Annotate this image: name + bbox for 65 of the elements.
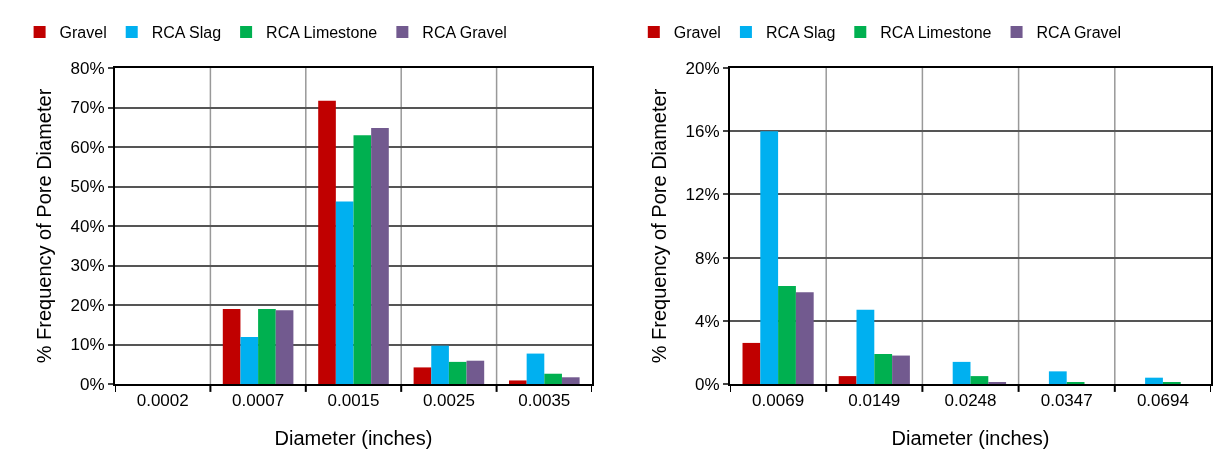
- y-tick-label: 0%: [695, 374, 720, 394]
- bar: [240, 337, 259, 384]
- legend-label: RCA Slag: [151, 24, 222, 42]
- bar: [856, 309, 875, 384]
- y-tick-label: 0%: [80, 374, 105, 394]
- y-tick-label: 80%: [70, 58, 105, 78]
- legend-label: RCA Limestone: [880, 24, 992, 42]
- y-tick-label: 12%: [685, 185, 720, 205]
- bar: [275, 310, 294, 384]
- x-tick-label: 0.0694: [1136, 391, 1189, 411]
- bar: [509, 380, 527, 384]
- y-axis-title: % Frequency of Pore Diameter: [647, 88, 670, 364]
- y-tick-label: 70%: [70, 98, 105, 118]
- y-tick-label: 20%: [685, 58, 720, 78]
- bar: [892, 355, 910, 384]
- bar: [371, 128, 389, 384]
- bar: [335, 201, 354, 384]
- bar: [222, 308, 241, 384]
- x-tick-label: 0.0149: [848, 391, 901, 411]
- x-tick-label: 0.0035: [518, 391, 571, 411]
- bar: [544, 373, 562, 384]
- x-tick-label: 0.0015: [327, 391, 380, 411]
- bar: [466, 360, 485, 384]
- bar: [448, 361, 467, 384]
- bar: [431, 345, 449, 384]
- y-axis-title: % Frequency of Pore Diameter: [32, 88, 55, 364]
- bar: [353, 135, 372, 384]
- x-tick-label: 0.0025: [422, 391, 475, 411]
- bar: [742, 342, 761, 384]
- legend-label: Gravel: [673, 24, 721, 42]
- y-tick-label: 20%: [70, 295, 105, 315]
- bar: [970, 376, 989, 384]
- y-tick-label: 16%: [685, 122, 720, 142]
- bar: [760, 131, 779, 384]
- legend-label: Gravel: [59, 24, 107, 42]
- y-tick-label: 50%: [70, 177, 105, 197]
- bar: [526, 353, 545, 384]
- bar: [1048, 371, 1067, 384]
- y-tick-label: 30%: [70, 256, 105, 276]
- bar: [838, 376, 857, 384]
- y-tick-label: 10%: [70, 335, 105, 355]
- legend-label: RCA Limestone: [266, 24, 378, 42]
- x-tick-label: 0.0248: [944, 391, 997, 411]
- bar: [318, 100, 336, 384]
- legend-label: RCA Slag: [765, 24, 836, 42]
- y-tick-label: 40%: [70, 216, 105, 236]
- y-tick-label: 60%: [70, 137, 105, 157]
- bar: [1145, 377, 1163, 384]
- bar: [778, 286, 796, 384]
- bar: [561, 377, 580, 384]
- y-tick-label: 4%: [695, 311, 720, 331]
- x-axis-title: Diameter (inches): [891, 427, 1050, 450]
- legend-label: RCA Gravel: [1036, 24, 1122, 42]
- x-axis-title: Diameter (inches): [274, 427, 433, 450]
- bar: [952, 361, 971, 384]
- x-tick-label: 0.0347: [1040, 391, 1093, 411]
- bar: [413, 367, 432, 384]
- y-tick-label: 8%: [695, 248, 720, 268]
- bar: [874, 353, 893, 384]
- x-tick-label: 0.0069: [752, 391, 805, 411]
- bar: [258, 308, 276, 384]
- x-tick-label: 0.0007: [232, 391, 285, 411]
- bar: [795, 292, 814, 384]
- legend-label: RCA Gravel: [422, 24, 507, 42]
- x-tick-label: 0.0002: [136, 391, 189, 411]
